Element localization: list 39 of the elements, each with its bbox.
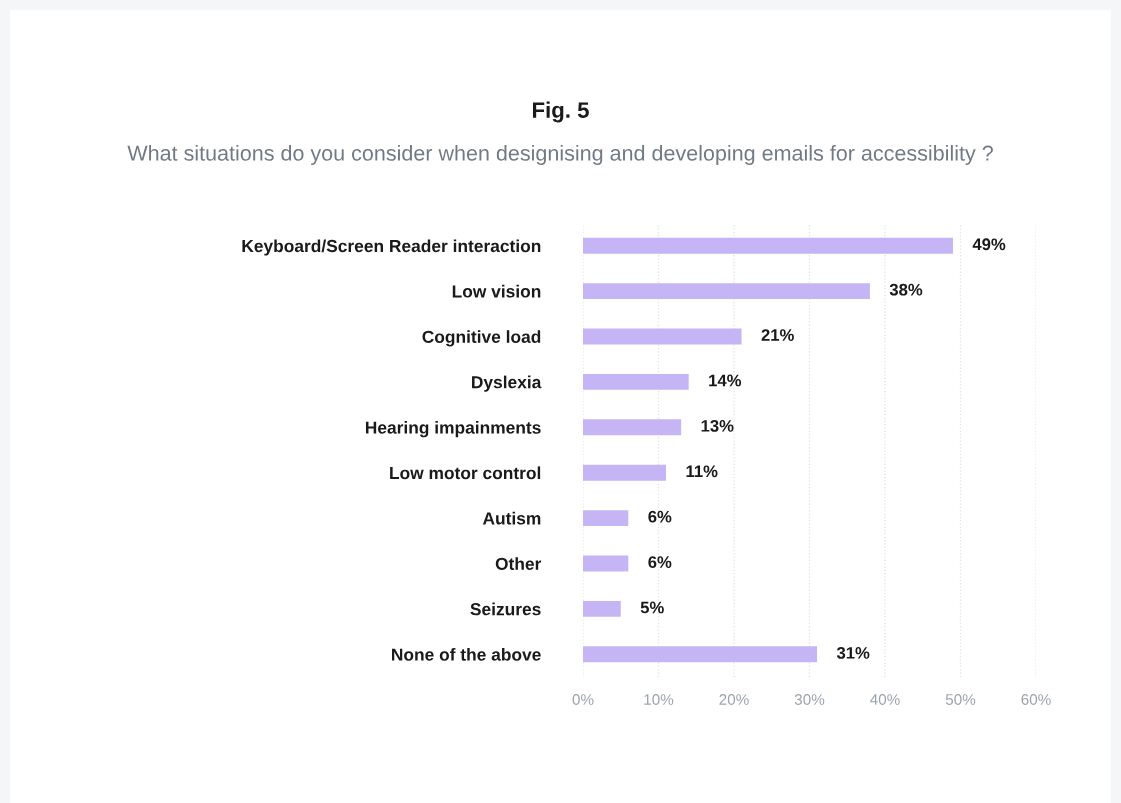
y-tick-label: Keyboard/Screen Reader interaction bbox=[242, 239, 541, 256]
bar bbox=[583, 510, 629, 527]
x-tick-label: 10% bbox=[644, 694, 674, 705]
data-label: 13% bbox=[701, 419, 734, 432]
chart-title: Fig. 5 bbox=[532, 101, 589, 123]
x-tick-label: 0% bbox=[572, 694, 594, 705]
data-label: 31% bbox=[836, 646, 870, 659]
y-tick-label: Low vision bbox=[452, 284, 541, 298]
x-tick-label: 30% bbox=[794, 694, 825, 705]
data-label: 14% bbox=[709, 374, 742, 387]
data-label: 5% bbox=[640, 601, 664, 614]
data-label: 11% bbox=[686, 465, 718, 478]
x-tick-label: 40% bbox=[870, 694, 900, 705]
y-tick-label: Autism bbox=[482, 511, 541, 525]
x-tick-label: 20% bbox=[719, 694, 749, 705]
y-tick-label: Seizures bbox=[470, 602, 541, 616]
y-tick-label: Dyslexia bbox=[472, 375, 542, 392]
bar bbox=[583, 464, 667, 481]
data-label: 21% bbox=[761, 329, 794, 341]
bar bbox=[583, 328, 742, 345]
y-tick-label: Low motor control bbox=[390, 466, 541, 480]
data-label: 38% bbox=[889, 283, 923, 296]
data-label: 49% bbox=[972, 238, 1006, 251]
y-tick-label: Other bbox=[495, 557, 542, 570]
y-tick-label: None of the above bbox=[392, 648, 541, 661]
bar bbox=[583, 237, 953, 254]
bar bbox=[583, 283, 870, 300]
bar bbox=[583, 555, 629, 572]
bar bbox=[583, 646, 818, 663]
y-tick-label: Hearing impainments bbox=[365, 421, 541, 438]
x-tick-label: 60% bbox=[1021, 694, 1051, 705]
chart-subtitle: What situations do you consider when designising and developing emails for accessibility ? bbox=[127, 144, 993, 166]
bar bbox=[583, 373, 689, 390]
bar bbox=[583, 419, 682, 436]
data-label: 6% bbox=[648, 510, 672, 523]
data-label: 6% bbox=[648, 556, 672, 568]
bar bbox=[583, 600, 621, 617]
x-tick-label: 50% bbox=[945, 694, 976, 705]
y-tick-label: Cognitive load bbox=[422, 330, 541, 347]
